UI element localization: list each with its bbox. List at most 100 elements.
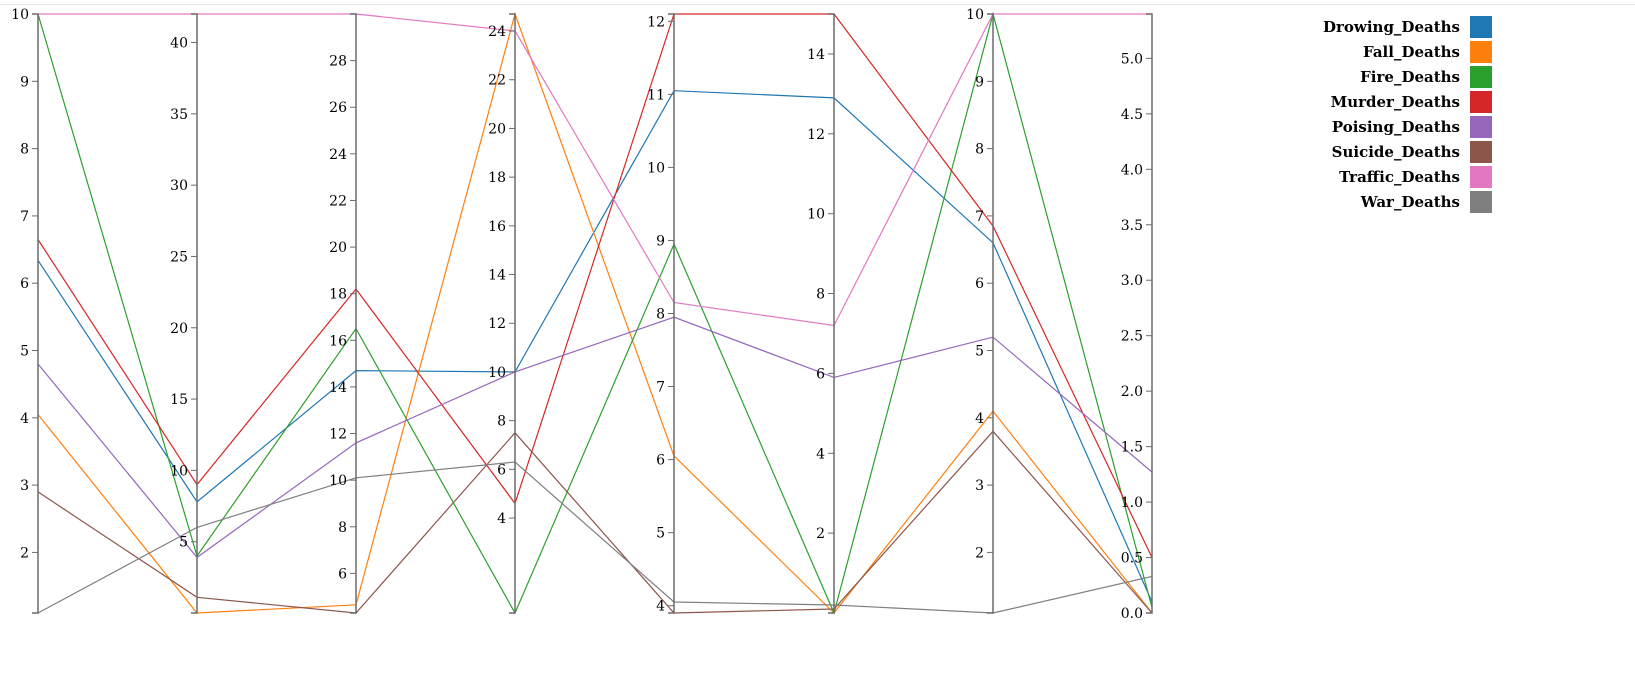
series-lines: [37, 11, 1153, 615]
tick-label: 24: [329, 147, 347, 163]
tick-label: 12: [647, 14, 665, 30]
axis-2: 5 10 15 20 25 30 35 40: [170, 13, 198, 614]
tick-label: 12: [488, 316, 506, 332]
tick-label: 1.0: [1121, 495, 1143, 511]
parallel-coordinates-chart: 2345678910510152025303540681012141618202…: [11, 7, 1153, 622]
legend-swatch: [1470, 15, 1492, 38]
axis-line: [509, 13, 516, 614]
tick-label: 24: [488, 24, 506, 40]
axis-line: [828, 13, 835, 614]
legend-swatch: [1470, 40, 1492, 63]
tick-label: 26: [329, 100, 347, 116]
tick-label: 4.5: [1121, 107, 1143, 123]
tick-label: 6: [338, 566, 347, 582]
tick-label: 8: [497, 414, 506, 430]
tick-label: 5: [975, 344, 984, 360]
legend-item: Drowing_Deaths: [1300, 14, 1492, 39]
legend-label: Fire_Deaths: [1360, 67, 1460, 86]
series-line-suicide-deaths: [37, 430, 1153, 614]
legend-swatch: [1470, 115, 1492, 138]
tick-label: 6: [656, 453, 665, 469]
axis-line: [32, 13, 39, 614]
axes: 2345678910510152025303540681012141618202…: [11, 7, 1153, 622]
tick-label: 7: [20, 209, 29, 225]
tick-label: 9: [656, 233, 665, 249]
axis-7: 2 3 4 5 6 7 8 9 10: [966, 7, 994, 614]
legend-label: Drowing_Deaths: [1323, 17, 1460, 36]
tick-label: 8: [656, 307, 665, 323]
legend-swatch: [1470, 65, 1492, 88]
tick-label: 15: [170, 392, 188, 408]
legend-item: Poising_Deaths: [1300, 114, 1492, 139]
tick-label: 3: [975, 478, 984, 494]
tick-label: 5: [656, 526, 665, 542]
tick-label: 10: [966, 7, 984, 23]
tick-label: 2: [816, 526, 825, 542]
axis-4: 4 6 8 10 12 14 16 18 20 22 24: [488, 13, 516, 614]
tick-label: 6: [816, 366, 825, 382]
axis-6: 2 4 6 8 10 12 14: [807, 13, 835, 614]
tick-label: 4: [975, 411, 984, 427]
legend-item: Murder_Deaths: [1300, 89, 1492, 114]
axis-line: [350, 13, 357, 614]
legend-label: Murder_Deaths: [1330, 92, 1460, 111]
tick-label: 18: [329, 287, 347, 303]
legend-label: Poising_Deaths: [1331, 117, 1460, 136]
series-line-poising-deaths: [37, 316, 1153, 559]
series-line-fall-deaths: [37, 11, 1153, 614]
legend-label: Fall_Deaths: [1363, 42, 1460, 61]
tick-label: 14: [488, 268, 506, 284]
top-border: [0, 4, 1635, 5]
legend-swatch: [1470, 140, 1492, 163]
tick-label: 8: [20, 142, 29, 158]
tick-label: 22: [488, 73, 506, 89]
legend-item: War_Deaths: [1300, 189, 1492, 214]
tick-label: 5: [20, 344, 29, 360]
tick-label: 8: [975, 142, 984, 158]
tick-label: 25: [170, 249, 188, 265]
axis-5: 4 5 6 7 8 9 10 11 12: [647, 13, 675, 615]
tick-label: 1.5: [1121, 440, 1143, 456]
tick-label: 4: [816, 446, 825, 462]
tick-label: 9: [975, 74, 984, 90]
tick-label: 8: [816, 287, 825, 303]
series-line-murder-deaths: [37, 13, 1153, 558]
tick-label: 16: [329, 333, 347, 349]
tick-label: 9: [20, 74, 29, 90]
tick-label: 0.5: [1121, 551, 1143, 567]
tick-label: 0.0: [1121, 606, 1143, 622]
tick-label: 3.0: [1121, 273, 1143, 289]
tick-label: 10: [329, 473, 347, 489]
tick-label: 11: [647, 87, 665, 103]
axis-line: [191, 13, 198, 614]
tick-label: 40: [170, 36, 188, 52]
legend-swatch: [1470, 90, 1492, 113]
tick-label: 20: [170, 321, 188, 337]
tick-label: 4.0: [1121, 162, 1143, 178]
tick-label: 12: [329, 427, 347, 443]
legend-label: Suicide_Deaths: [1331, 142, 1460, 161]
tick-label: 12: [807, 127, 825, 143]
tick-label: 6: [975, 276, 984, 292]
tick-label: 14: [807, 47, 825, 63]
tick-label: 28: [329, 54, 347, 70]
series-line-fire-deaths: [37, 11, 1153, 615]
legend-swatch: [1470, 190, 1492, 213]
tick-label: 16: [488, 219, 506, 235]
tick-label: 14: [329, 380, 347, 396]
legend-label: Traffic_Deaths: [1339, 167, 1460, 186]
axis-3: 6 8 10 12 14 16 18 20 22 24 26 28: [329, 13, 357, 614]
tick-label: 10: [647, 160, 665, 176]
tick-label: 10: [11, 7, 29, 23]
tick-label: 4: [20, 411, 29, 427]
legend-item: Suicide_Deaths: [1300, 139, 1492, 164]
tick-label: 3.5: [1121, 218, 1143, 234]
tick-label: 10: [170, 463, 188, 479]
series-line-war-deaths: [37, 461, 1153, 614]
tick-label: 5: [179, 535, 188, 551]
tick-label: 7: [656, 380, 665, 396]
tick-label: 2: [975, 545, 984, 561]
tick-label: 2.5: [1121, 329, 1143, 345]
tick-label: 2.0: [1121, 384, 1143, 400]
axis-1: 2 3 4 5 6 7 8 9 10: [11, 7, 39, 614]
